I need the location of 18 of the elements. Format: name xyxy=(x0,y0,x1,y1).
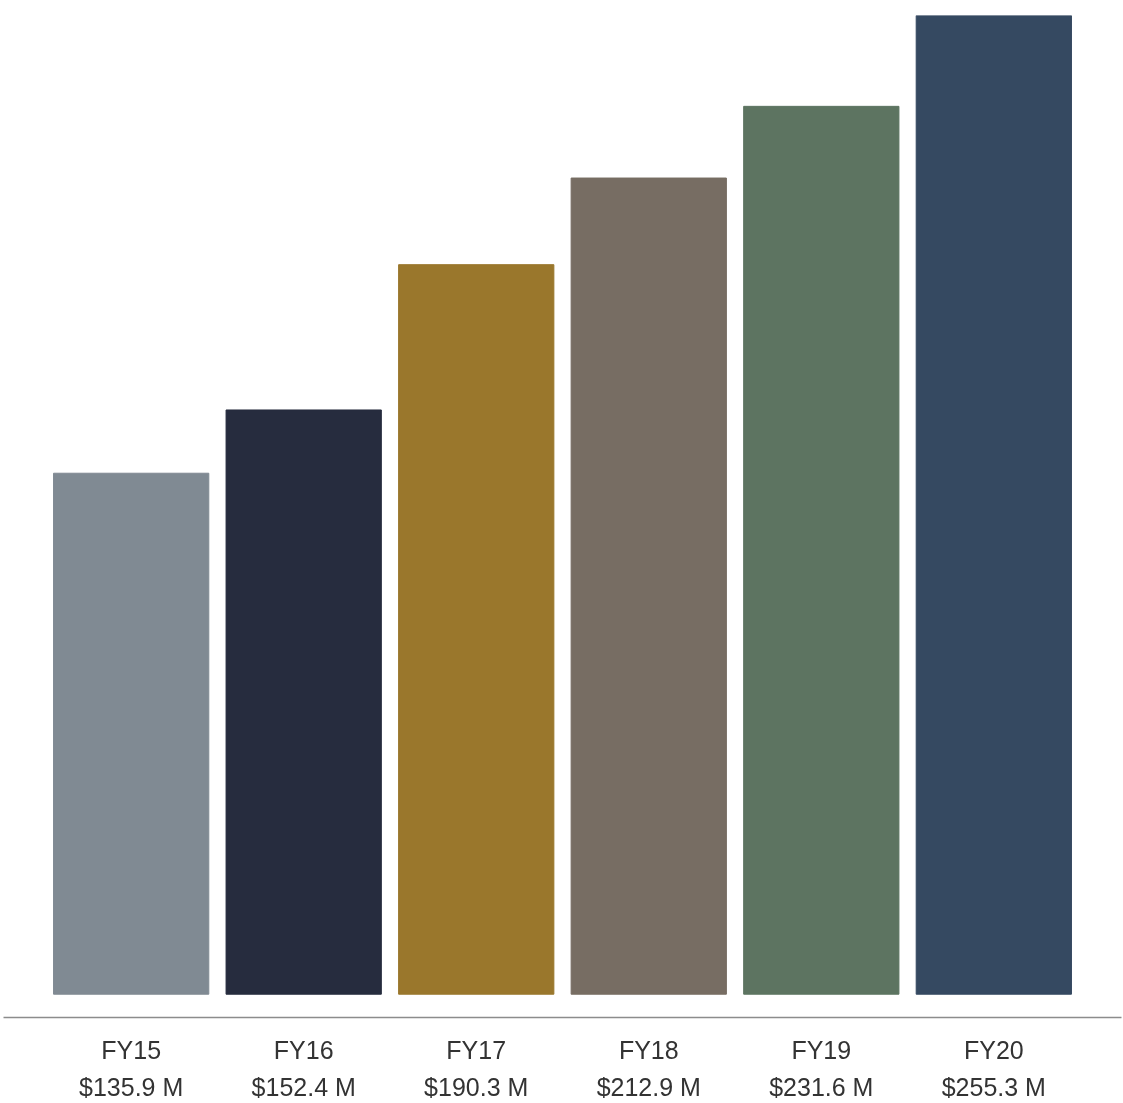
x-tick-label: FY20 xyxy=(963,1035,1024,1064)
data-label: $255.3 M xyxy=(941,1072,1046,1101)
bar xyxy=(743,105,900,995)
x-tick-label: FY15 xyxy=(101,1035,162,1064)
bar xyxy=(915,15,1072,995)
x-tick-label: FY17 xyxy=(446,1035,507,1064)
data-label: $231.6 M xyxy=(769,1072,874,1101)
x-tick-label: FY16 xyxy=(273,1035,334,1064)
data-label: $152.4 M xyxy=(251,1072,356,1101)
bar xyxy=(225,409,382,995)
bar xyxy=(53,472,210,995)
data-label: $190.3 M xyxy=(424,1072,529,1101)
data-label: $135.9 M xyxy=(79,1072,184,1101)
x-tick-label: FY19 xyxy=(791,1035,852,1064)
bar xyxy=(570,177,727,995)
x-tick-label: FY18 xyxy=(618,1035,679,1064)
data-label: $212.9 M xyxy=(596,1072,701,1101)
bar xyxy=(398,264,555,995)
